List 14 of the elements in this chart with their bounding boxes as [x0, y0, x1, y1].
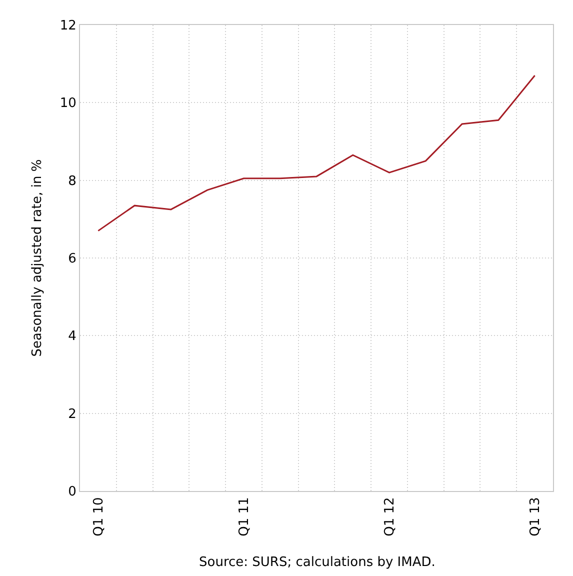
source-note: Source: SURS; calculations by IMAD.	[199, 555, 436, 570]
y-tick-label: 12	[60, 18, 76, 34]
x-tick-label: Q1 13	[528, 497, 544, 536]
y-tick-label: 6	[68, 252, 76, 267]
y-tick-label: 2	[68, 406, 76, 422]
x-tick-label: Q1 10	[91, 497, 106, 536]
y-tick-label: 4	[68, 329, 76, 344]
x-tick-label: Q1 12	[382, 497, 398, 536]
x-tick-label: Q1 11	[236, 497, 252, 536]
y-tick-label: 10	[60, 96, 76, 112]
y-tick-label: 0	[68, 484, 76, 500]
y-tick-label: 8	[68, 174, 76, 189]
line-series	[97, 74, 536, 232]
y-axis-title: Seasonally adjusted rate, in %	[30, 159, 45, 357]
